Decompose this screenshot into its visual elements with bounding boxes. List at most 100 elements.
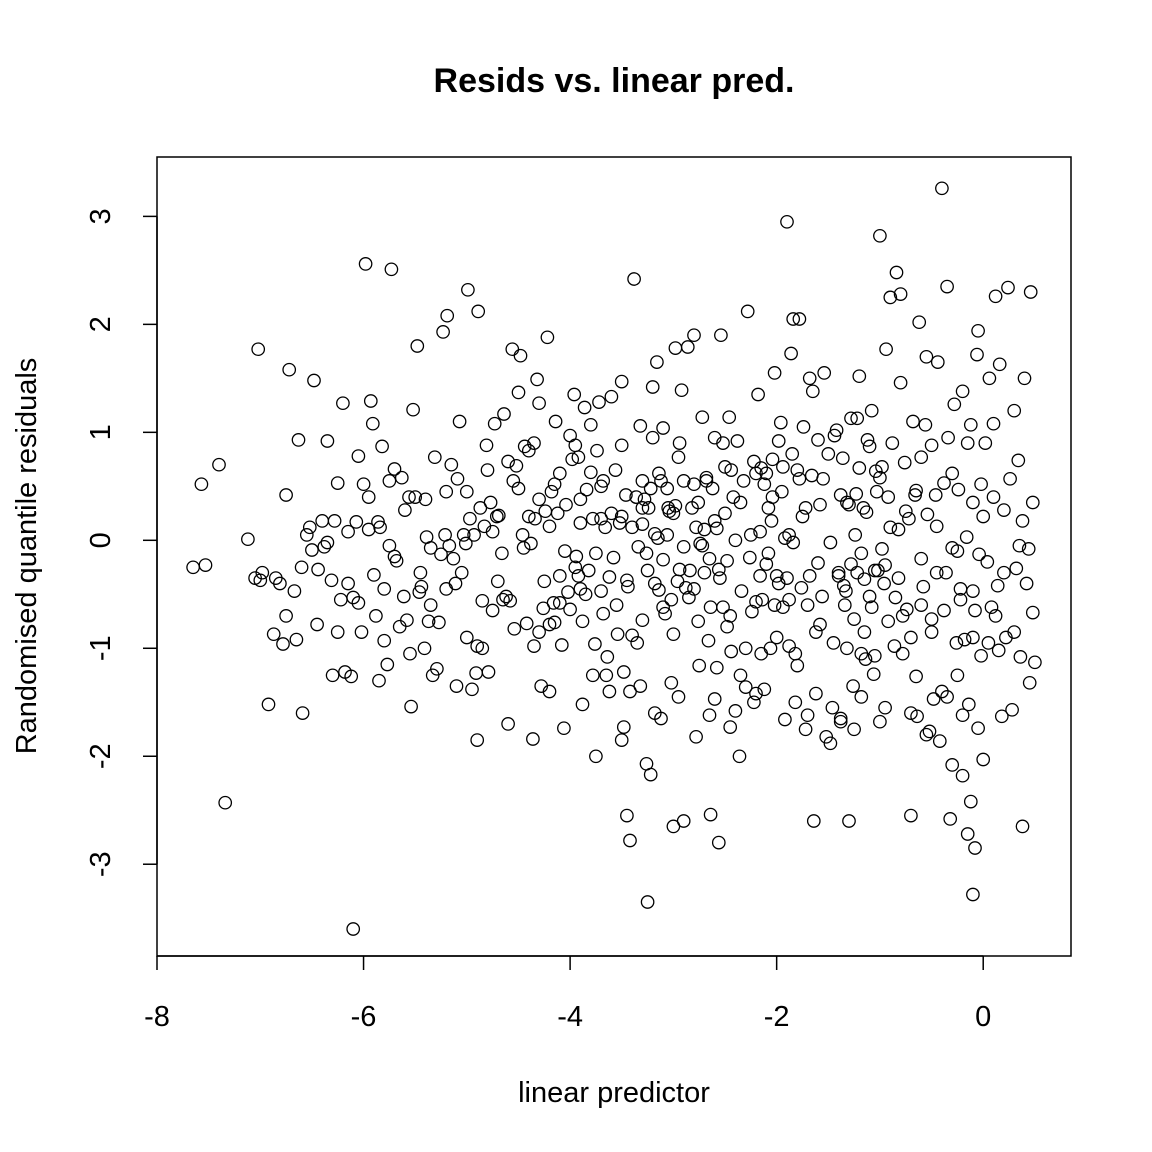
data-point xyxy=(336,396,350,411)
y-tick-label: -3 xyxy=(85,851,117,877)
data-point xyxy=(798,722,813,737)
data-point xyxy=(857,625,872,639)
data-point xyxy=(661,501,676,515)
data-point xyxy=(711,562,726,577)
data-point xyxy=(623,833,637,848)
data-point xyxy=(754,646,769,661)
data-point xyxy=(287,584,302,598)
data-point xyxy=(511,385,526,400)
x-tick-label: -2 xyxy=(764,1001,790,1033)
data-point xyxy=(506,474,521,488)
data-point xyxy=(878,700,892,715)
data-point xyxy=(720,553,734,568)
data-point xyxy=(816,471,830,486)
data-point xyxy=(558,544,572,558)
data-point xyxy=(844,557,858,571)
data-point xyxy=(542,684,557,699)
data-point xyxy=(604,389,619,404)
data-point xyxy=(480,463,495,477)
data-point xyxy=(569,549,584,564)
data-point xyxy=(776,600,790,615)
data-point xyxy=(647,576,662,591)
data-point xyxy=(671,690,686,704)
data-point xyxy=(641,501,656,515)
data-point xyxy=(640,563,655,578)
data-point xyxy=(423,541,438,555)
data-point xyxy=(430,661,444,676)
data-point xyxy=(361,522,376,537)
data-point xyxy=(565,452,580,467)
data-point xyxy=(599,668,614,683)
data-point xyxy=(1023,285,1038,299)
data-point xyxy=(394,470,409,485)
x-tick-label: 0 xyxy=(975,1001,991,1033)
data-point xyxy=(469,666,483,680)
data-point xyxy=(852,461,867,475)
data-point xyxy=(910,709,924,724)
data-points xyxy=(186,181,1042,936)
data-point xyxy=(620,808,634,823)
data-point xyxy=(767,366,782,380)
data-point xyxy=(749,686,763,701)
data-point xyxy=(380,657,395,672)
data-point xyxy=(939,565,953,580)
data-point xyxy=(550,506,565,521)
data-point xyxy=(947,397,962,412)
data-point xyxy=(579,482,594,497)
data-point xyxy=(670,574,685,589)
data-point xyxy=(940,690,954,704)
data-point xyxy=(387,462,402,476)
data-point xyxy=(930,355,945,369)
data-point xyxy=(723,720,738,734)
data-point xyxy=(598,520,613,535)
data-point xyxy=(351,596,366,610)
data-point xyxy=(442,538,457,553)
data-point xyxy=(711,835,726,850)
data-point xyxy=(567,387,582,402)
data-point xyxy=(970,347,984,362)
data-point xyxy=(728,704,743,718)
data-point xyxy=(780,214,794,229)
data-point xyxy=(904,630,918,645)
data-point xyxy=(1019,576,1034,591)
data-point xyxy=(594,511,608,526)
data-point xyxy=(377,582,392,596)
data-point xyxy=(980,555,995,569)
data-point xyxy=(571,569,586,583)
data-point xyxy=(929,519,944,534)
data-point xyxy=(446,551,461,566)
data-point xyxy=(1021,542,1036,556)
data-point xyxy=(875,542,889,556)
data-point xyxy=(325,668,340,683)
data-point xyxy=(610,627,625,642)
data-point xyxy=(846,679,860,693)
data-point xyxy=(691,614,706,629)
data-point xyxy=(945,758,960,772)
data-point xyxy=(765,452,780,467)
data-point xyxy=(524,536,538,551)
data-point xyxy=(972,547,986,562)
data-point xyxy=(485,603,500,618)
data-point xyxy=(436,325,450,339)
data-point xyxy=(614,374,629,389)
data-point xyxy=(687,477,701,492)
data-point xyxy=(782,639,796,653)
data-point xyxy=(842,814,856,828)
data-point xyxy=(458,536,473,551)
y-tick-label: -1 xyxy=(85,635,117,661)
data-point xyxy=(530,372,544,387)
data-point xyxy=(672,562,687,577)
data-point xyxy=(403,646,417,661)
data-point xyxy=(895,646,910,661)
data-point xyxy=(295,706,310,720)
data-point xyxy=(672,436,687,450)
data-point xyxy=(561,585,575,599)
data-point xyxy=(726,490,741,504)
data-point xyxy=(573,492,588,507)
data-point xyxy=(546,596,561,610)
plot-frame xyxy=(156,156,1072,957)
data-point xyxy=(439,484,454,499)
data-point xyxy=(444,457,459,472)
data-point xyxy=(885,436,900,450)
data-point xyxy=(578,587,593,602)
